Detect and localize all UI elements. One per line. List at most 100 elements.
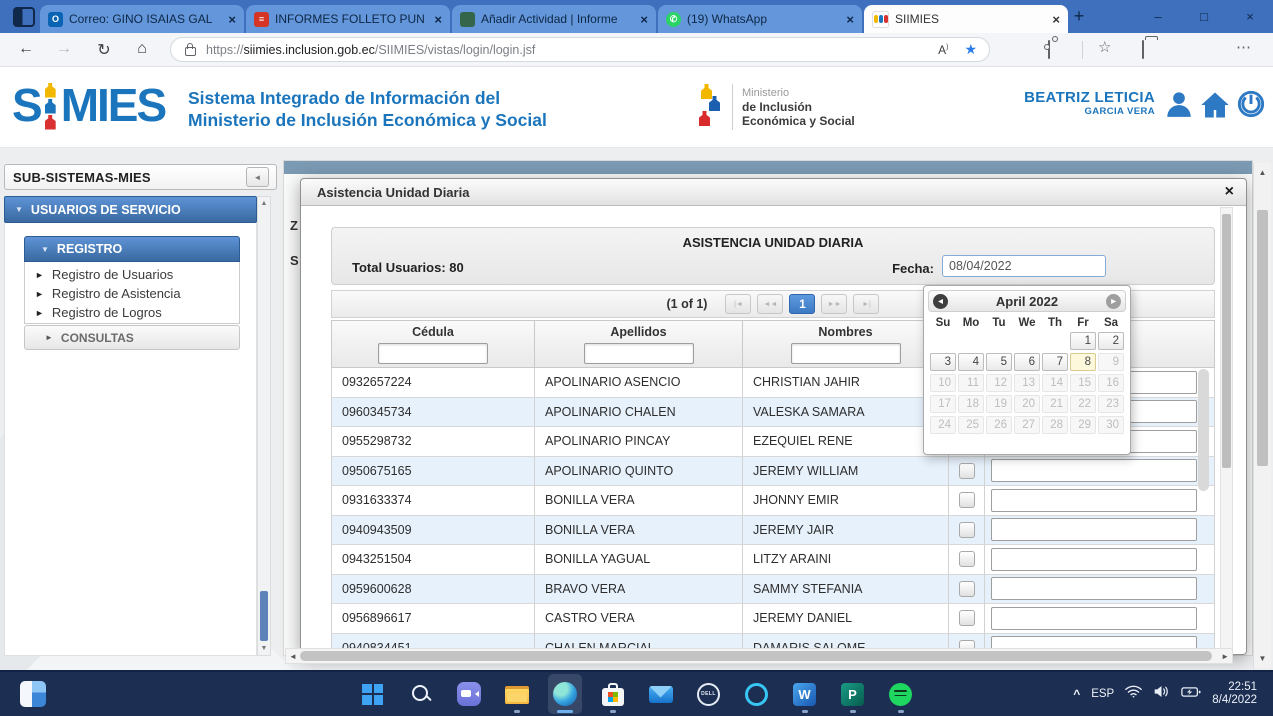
volume-icon[interactable]	[1153, 685, 1170, 703]
last-page-button[interactable]: ►|	[853, 294, 880, 314]
scroll-down-icon[interactable]: ▼	[260, 645, 268, 652]
attendance-checkbox[interactable]	[958, 521, 975, 538]
attendance-checkbox[interactable]	[958, 580, 975, 597]
attendance-checkbox[interactable]	[958, 462, 975, 479]
browser-tab-4[interactable]: ✆ (19) WhatsApp ×	[658, 5, 862, 33]
observacion-input[interactable]	[991, 488, 1197, 512]
home-icon[interactable]: ⌂	[137, 40, 147, 57]
forward-icon[interactable]: →	[56, 40, 72, 57]
tab-close-icon[interactable]: ×	[434, 11, 442, 27]
scroll-down-icon[interactable]: ▼	[1258, 654, 1267, 663]
sidebar-scrollbar[interactable]: ▲ ▼	[257, 196, 271, 656]
scroll-up-icon[interactable]: ▲	[1258, 168, 1267, 177]
modal-scrollbar[interactable]	[1220, 207, 1233, 653]
table-row[interactable]: 0950675165 APOLINARIO QUINTO JEREMY WILLIA…	[331, 456, 1215, 486]
reload-icon[interactable]: ↻	[97, 42, 111, 59]
table-row[interactable]: 0940943509 BONILLA VERA JEREMY JAIR	[331, 515, 1215, 545]
wifi-icon[interactable]	[1125, 685, 1143, 703]
calendar-day-7[interactable]: 7	[1042, 353, 1068, 371]
browser-tab-3[interactable]: Añadir Actividad | Informe ×	[452, 5, 656, 33]
browser-menu-icon[interactable]: ⋯	[1236, 39, 1251, 56]
window-close-button[interactable]: ×	[1246, 9, 1254, 24]
table-row[interactable]: 0943251504 BONILLA YAGUAL LITZY ARAINI	[331, 545, 1215, 575]
calendar-day-8[interactable]: 8	[1070, 353, 1096, 371]
alexa-taskbar-button[interactable]	[740, 674, 774, 714]
table-row[interactable]: 0931633374 BONILLA VERA JHONNY EMIR	[331, 486, 1215, 516]
prev-page-button[interactable]: ◄◄	[757, 294, 784, 314]
file-explorer-taskbar-button[interactable]	[500, 674, 534, 714]
sidebar-item-1[interactable]: ► Registro de Usuarios	[25, 265, 239, 284]
tray-chevron-icon[interactable]: ^	[1073, 687, 1081, 701]
mail-taskbar-button[interactable]	[644, 674, 678, 714]
horizontal-scrollbar[interactable]: ◄ ►	[285, 648, 1233, 664]
table-row[interactable]: 0959600628 BRAVO VERA SAMMY STEFANIA	[331, 574, 1215, 604]
language-indicator[interactable]: ESP	[1091, 688, 1115, 700]
taskbar-clock[interactable]: 22:51 8/4/2022	[1212, 681, 1257, 708]
calendar-day-2[interactable]: 2	[1098, 332, 1124, 350]
window-minimize-button[interactable]: –	[1154, 9, 1162, 24]
filter-input-cédula[interactable]	[378, 342, 488, 364]
widgets-icon[interactable]	[20, 681, 46, 707]
tab-close-icon[interactable]: ×	[1052, 11, 1060, 27]
battery-charging-icon[interactable]	[1181, 685, 1201, 703]
scrollbar-thumb[interactable]	[260, 591, 268, 641]
scrollbar-thumb[interactable]	[1222, 214, 1231, 468]
workspaces-icon[interactable]	[13, 7, 35, 27]
prev-month-icon[interactable]: ◀	[933, 293, 948, 309]
sidebar-item-2[interactable]: ► Registro de Asistencia	[25, 284, 239, 303]
calendar-day-3[interactable]: 3	[930, 353, 956, 371]
attendance-checkbox[interactable]	[958, 610, 975, 627]
store-taskbar-button[interactable]	[596, 674, 630, 714]
start-taskbar-button[interactable]	[356, 674, 390, 714]
calendar-day-5[interactable]: 5	[986, 353, 1012, 371]
scrollbar-thumb[interactable]	[300, 651, 1212, 661]
address-bar[interactable]: https://siimies.inclusion.gob.ec/SIIMIES…	[170, 37, 990, 62]
calendar-day-1[interactable]: 1	[1070, 332, 1096, 350]
url-text[interactable]: https://siimies.inclusion.gob.ec/SIIMIES…	[206, 42, 536, 57]
back-icon[interactable]: ←	[18, 40, 34, 57]
sidebar-section-registro[interactable]: ▼ REGISTRO	[24, 236, 240, 262]
dell-taskbar-button[interactable]: DELL	[692, 674, 726, 714]
filter-input-nombres[interactable]	[790, 342, 901, 364]
scrollbar-thumb[interactable]	[1257, 210, 1268, 466]
collections-icon[interactable]	[1142, 40, 1144, 59]
observacion-input[interactable]	[991, 577, 1197, 601]
first-page-button[interactable]: |◄	[725, 294, 752, 314]
observacion-input[interactable]	[991, 459, 1197, 483]
chat-taskbar-button[interactable]	[452, 674, 486, 714]
attendance-checkbox[interactable]	[958, 492, 975, 509]
browser-tab-2[interactable]: ≡ INFORMES FOLLETO PUN ×	[246, 5, 450, 33]
sidebar-section-usuarios-de-servicio[interactable]: ▼ USUARIOS DE SERVICIO	[4, 196, 257, 223]
vertical-scrollbar[interactable]: ▲ ▼	[1253, 163, 1271, 668]
fecha-input[interactable]	[942, 255, 1106, 277]
home-menu-icon[interactable]	[1199, 90, 1231, 125]
spotify-taskbar-button[interactable]	[884, 674, 918, 714]
calendar-day-6[interactable]: 6	[1014, 353, 1040, 371]
favorites-bar-icon[interactable]: ☆	[1098, 39, 1112, 56]
observacion-input[interactable]	[991, 547, 1197, 571]
user-profile-icon[interactable]	[1165, 90, 1193, 123]
tab-close-icon[interactable]: ×	[846, 11, 854, 27]
browser-tab-5[interactable]: SIIMIES ×	[864, 5, 1068, 33]
observacion-input[interactable]	[991, 518, 1197, 542]
sidebar-collapse-button[interactable]: ◄	[246, 167, 269, 187]
table-row[interactable]: 0956896617 CASTRO VERA JEREMY DANIEL	[331, 604, 1215, 634]
next-month-icon[interactable]: ▶	[1106, 293, 1121, 309]
logout-power-icon[interactable]	[1237, 90, 1265, 123]
scroll-up-icon[interactable]: ▲	[260, 200, 268, 207]
attendance-checkbox[interactable]	[958, 551, 975, 568]
browser-tab-1[interactable]: O Correo: GINO ISAIAS GAL ×	[40, 5, 244, 33]
extensions-icon[interactable]	[1048, 40, 1050, 59]
read-aloud-icon[interactable]: A)	[938, 42, 949, 57]
favorite-star-icon[interactable]: ★	[964, 41, 977, 57]
window-maximize-button[interactable]: □	[1200, 9, 1208, 24]
word-taskbar-button[interactable]: W	[788, 674, 822, 714]
sidebar-section-consultas[interactable]: ► CONSULTAS	[24, 325, 240, 350]
next-page-button[interactable]: ►►	[821, 294, 848, 314]
edge-taskbar-button[interactable]	[547, 674, 582, 714]
scroll-right-icon[interactable]: ►	[1221, 652, 1229, 661]
tab-close-icon[interactable]: ×	[640, 11, 648, 27]
tab-close-icon[interactable]: ×	[228, 11, 236, 27]
calendar-day-4[interactable]: 4	[958, 353, 984, 371]
filter-input-apellidos[interactable]	[583, 342, 694, 364]
